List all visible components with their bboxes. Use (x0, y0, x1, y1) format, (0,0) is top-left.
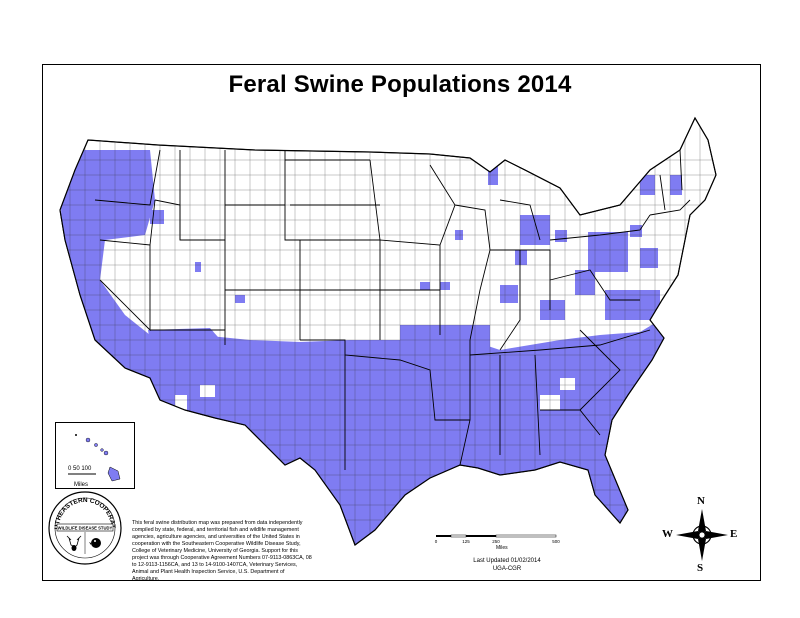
hawaii-scale-unit: Miles (74, 482, 89, 488)
disclaimer-text: This feral swine distribution map was pr… (132, 520, 312, 582)
scale-tick: 500 (552, 539, 560, 544)
patch (588, 232, 628, 272)
patch (640, 248, 658, 268)
bird-icon (89, 538, 101, 548)
scwds-seal: SOUTHEASTERN COOPERATIVE WILDLIFE DISEAS… (47, 490, 122, 565)
us-outline-stroke (59, 116, 717, 546)
last-updated: Last Updated 01/02/2014 UGA-CGR (462, 557, 552, 573)
patch (500, 285, 518, 303)
hole (200, 385, 215, 397)
patch (195, 262, 201, 272)
patch (235, 295, 245, 303)
state-boundaries (94, 149, 691, 470)
compass-south: S (697, 562, 704, 574)
patch (150, 210, 164, 224)
patch (420, 282, 430, 290)
compass-west: W (662, 528, 673, 540)
scale-tick: 250 (492, 539, 500, 544)
patch (555, 230, 567, 242)
hole (110, 240, 145, 285)
compass-north: N (697, 495, 705, 507)
scale-tick: 125 (462, 539, 470, 544)
patch (630, 225, 642, 237)
patch (352, 126, 360, 134)
map-title: Feral Swine Populations 2014 (228, 71, 572, 98)
last-updated-source: UGA-CGR (492, 566, 522, 572)
patch (670, 175, 682, 195)
scale-tick: 0 (434, 539, 438, 544)
compass-rose: N S E W (662, 495, 742, 575)
scale-unit: Miles (496, 545, 508, 551)
patch (605, 290, 660, 320)
scale-bar: 0 125 250 500 Miles (434, 533, 562, 555)
hole (560, 378, 575, 390)
deer-icon (66, 535, 82, 551)
seal-bottom-text: WILDLIFE DISEASE STUDY (58, 526, 113, 531)
compass-icon (676, 509, 728, 561)
patch (515, 250, 527, 265)
hole (175, 395, 187, 410)
patch (640, 175, 655, 195)
hawaii-inset: 0 50 100 Miles (55, 422, 135, 489)
hawaii-scale-labels: 0 50 100 (68, 466, 92, 472)
last-updated-date: Last Updated 01/02/2014 (473, 558, 541, 564)
patch (115, 180, 140, 210)
hawaii-islands (68, 434, 121, 482)
compass-east: E (730, 528, 738, 540)
